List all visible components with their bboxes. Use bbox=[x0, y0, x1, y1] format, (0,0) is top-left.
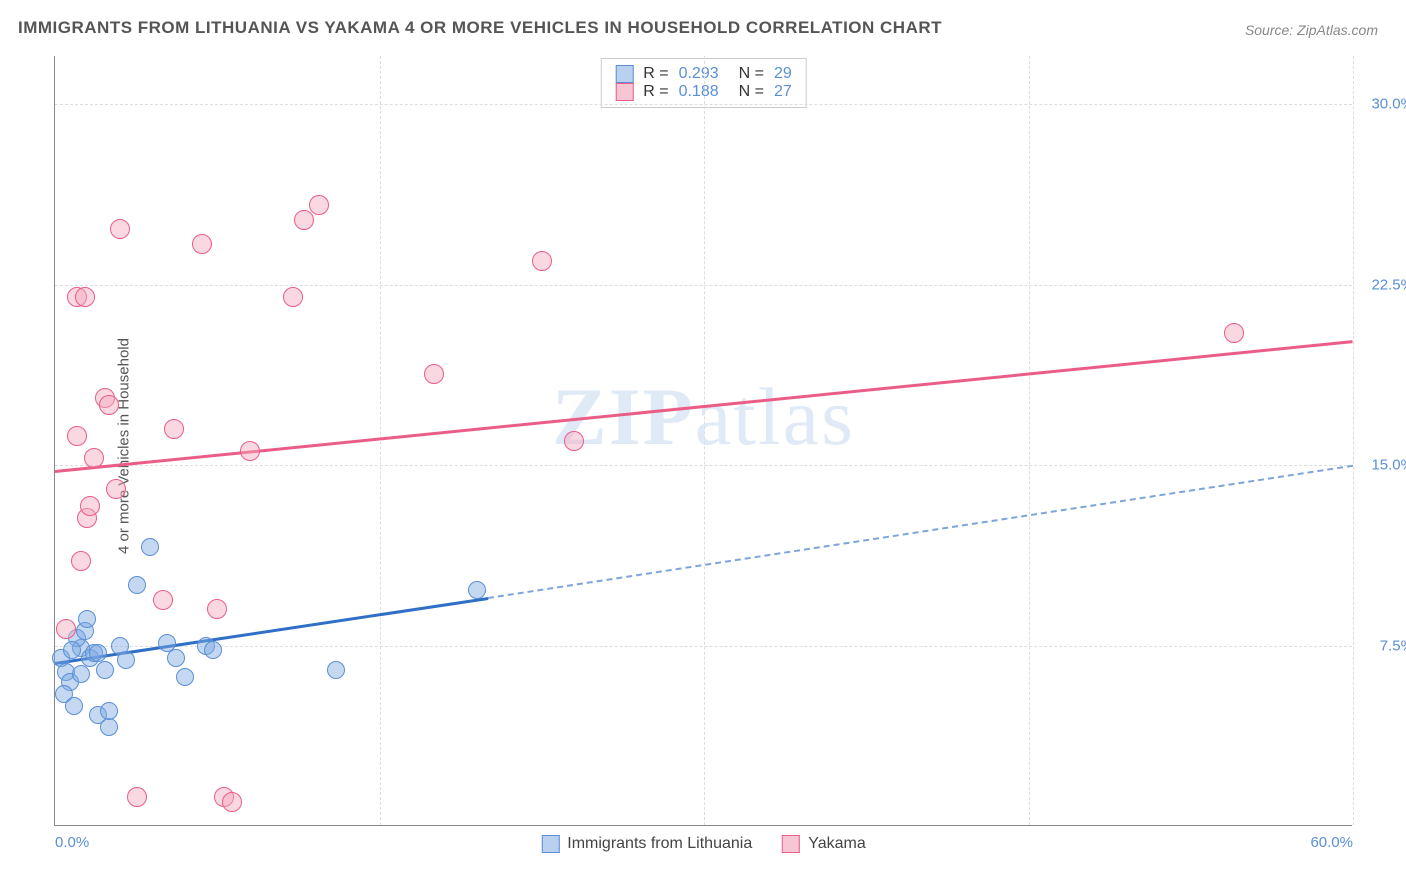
n-value-lithuania: 29 bbox=[774, 65, 792, 83]
source-attribution: Source: ZipAtlas.com bbox=[1245, 22, 1378, 38]
legend-label: Immigrants from Lithuania bbox=[567, 835, 752, 853]
y-tick-label: 15.0% bbox=[1371, 457, 1406, 474]
data-point bbox=[141, 538, 159, 556]
data-point bbox=[294, 210, 314, 230]
data-point bbox=[192, 234, 212, 254]
series-legend: Immigrants from Lithuania Yakama bbox=[541, 835, 865, 853]
data-point bbox=[65, 697, 83, 715]
data-point bbox=[1224, 323, 1244, 343]
data-point bbox=[532, 251, 552, 271]
data-point bbox=[110, 219, 130, 239]
plot-area: ZIPatlas R = 0.293 N = 29 R = 0.188 N = … bbox=[54, 56, 1352, 826]
data-point bbox=[80, 496, 100, 516]
data-point bbox=[89, 644, 107, 662]
data-point bbox=[127, 787, 147, 807]
data-point bbox=[309, 195, 329, 215]
r-value-yakama: 0.188 bbox=[679, 83, 719, 101]
data-point bbox=[56, 619, 76, 639]
data-point bbox=[100, 718, 118, 736]
chart-title: IMMIGRANTS FROM LITHUANIA VS YAKAMA 4 OR… bbox=[18, 18, 942, 38]
data-point bbox=[71, 551, 91, 571]
data-point bbox=[84, 448, 104, 468]
data-point bbox=[240, 441, 260, 461]
data-point bbox=[176, 668, 194, 686]
data-point bbox=[100, 702, 118, 720]
data-point bbox=[72, 665, 90, 683]
data-point bbox=[153, 590, 173, 610]
trend-line bbox=[488, 465, 1354, 599]
data-point bbox=[424, 364, 444, 384]
data-point bbox=[167, 649, 185, 667]
data-point bbox=[99, 395, 119, 415]
r-value-lithuania: 0.293 bbox=[679, 65, 719, 83]
gridline-v bbox=[704, 56, 705, 825]
data-point bbox=[67, 426, 87, 446]
legend-item-lithuania: Immigrants from Lithuania bbox=[541, 835, 752, 853]
data-point bbox=[164, 419, 184, 439]
n-value-yakama: 27 bbox=[774, 83, 792, 101]
data-point bbox=[96, 661, 114, 679]
data-point bbox=[207, 599, 227, 619]
gridline-v bbox=[1353, 56, 1354, 825]
legend-swatch-icon bbox=[782, 835, 800, 853]
data-point bbox=[117, 651, 135, 669]
legend-swatch-yakama bbox=[615, 83, 633, 101]
y-tick-label: 30.0% bbox=[1371, 96, 1406, 113]
data-point bbox=[222, 792, 242, 812]
x-tick-label: 60.0% bbox=[1310, 834, 1353, 851]
data-point bbox=[283, 287, 303, 307]
y-tick-label: 22.5% bbox=[1371, 276, 1406, 293]
data-point bbox=[564, 431, 584, 451]
data-point bbox=[106, 479, 126, 499]
legend-swatch-icon bbox=[541, 835, 559, 853]
data-point bbox=[327, 661, 345, 679]
data-point bbox=[128, 576, 146, 594]
data-point bbox=[204, 641, 222, 659]
data-point bbox=[468, 581, 486, 599]
x-tick-label: 0.0% bbox=[55, 834, 89, 851]
legend-label: Yakama bbox=[808, 835, 866, 853]
data-point bbox=[63, 641, 81, 659]
data-point bbox=[78, 610, 96, 628]
data-point bbox=[75, 287, 95, 307]
legend-item-yakama: Yakama bbox=[782, 835, 866, 853]
correlation-chart: IMMIGRANTS FROM LITHUANIA VS YAKAMA 4 OR… bbox=[0, 0, 1406, 892]
legend-swatch-lithuania bbox=[615, 65, 633, 83]
gridline-v bbox=[1029, 56, 1030, 825]
y-tick-label: 7.5% bbox=[1380, 637, 1406, 654]
